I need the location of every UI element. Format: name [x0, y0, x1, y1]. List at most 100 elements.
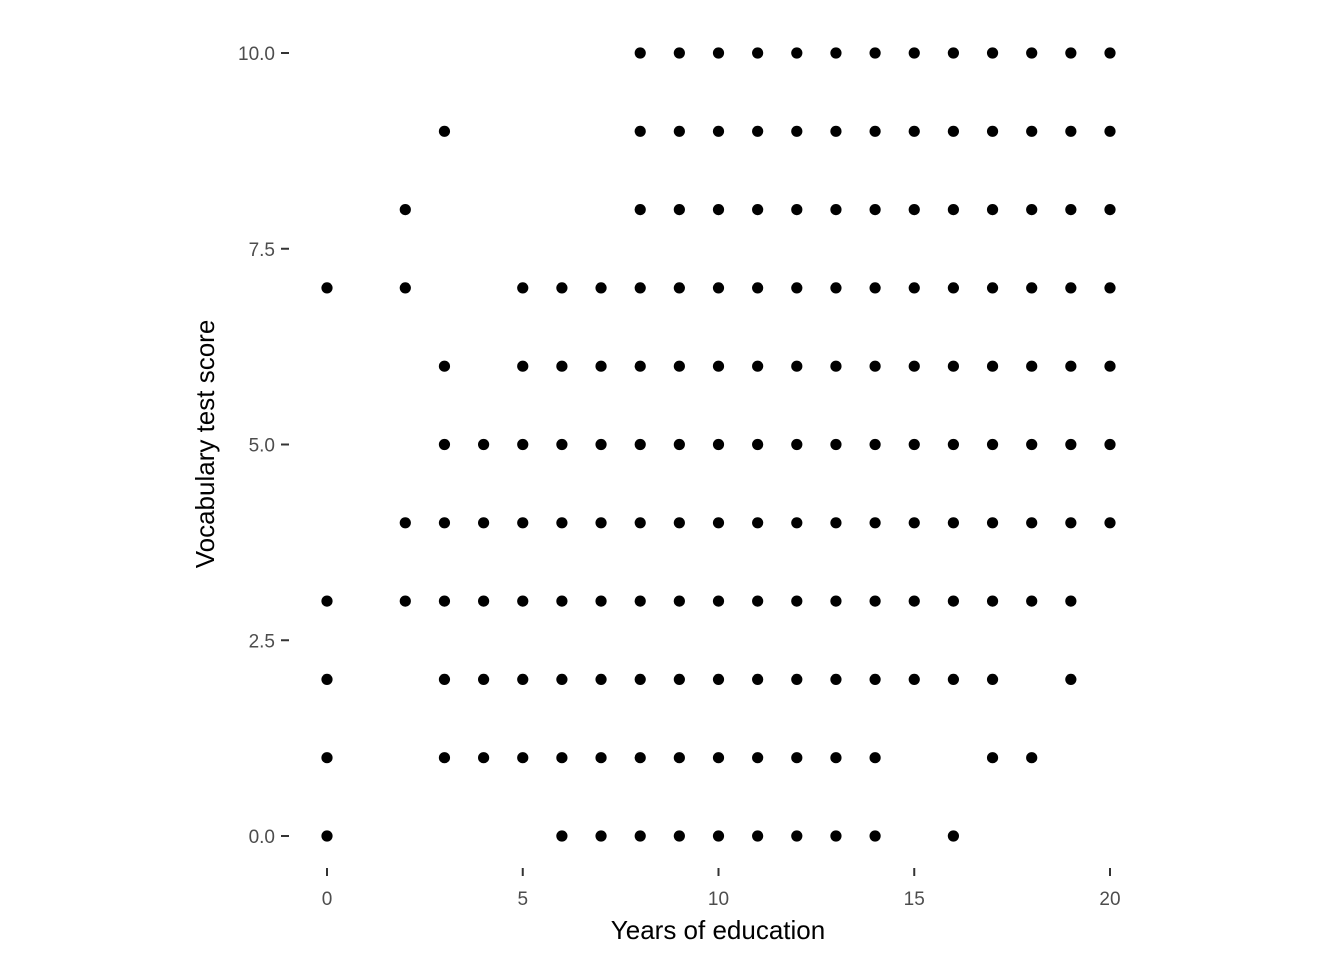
- data-point: [712, 47, 725, 59]
- data-point: [869, 47, 881, 59]
- y-axis-title: Vocabulary test score: [190, 320, 220, 569]
- data-point: [399, 204, 411, 216]
- data-point: [712, 125, 725, 137]
- data-point: [752, 438, 764, 451]
- data-point: [712, 360, 725, 372]
- data-point: [947, 673, 960, 686]
- data-point: [752, 282, 764, 294]
- data-point: [595, 595, 607, 607]
- data-point: [478, 673, 490, 686]
- data-point: [1065, 673, 1077, 686]
- data-point: [908, 204, 920, 216]
- data-point: [869, 830, 881, 842]
- data-point: [908, 47, 920, 59]
- data-point: [791, 438, 803, 451]
- data-point: [1104, 438, 1116, 451]
- data-point: [752, 125, 764, 137]
- data-point: [986, 438, 999, 451]
- data-point: [947, 47, 960, 59]
- data-point: [673, 673, 685, 686]
- data-point: [869, 125, 881, 137]
- data-point: [595, 673, 607, 686]
- data-point: [1065, 282, 1077, 294]
- data-point: [986, 360, 999, 372]
- data-point: [673, 517, 685, 529]
- x-tick-label: 20: [1099, 889, 1120, 910]
- data-point: [908, 517, 920, 529]
- data-point: [791, 47, 803, 59]
- data-point: [438, 360, 451, 372]
- data-point: [399, 282, 411, 294]
- data-point: [673, 360, 685, 372]
- data-point: [869, 204, 881, 216]
- data-point: [634, 438, 646, 451]
- x-axis: 0 5 10 15 20: [322, 868, 1121, 910]
- data-point: [947, 360, 960, 372]
- data-point: [1026, 47, 1038, 59]
- data-point: [1026, 282, 1038, 294]
- data-point: [517, 595, 529, 607]
- data-point: [673, 595, 685, 607]
- data-point: [947, 204, 960, 216]
- data-point: [830, 830, 842, 842]
- data-point: [986, 752, 999, 764]
- data-point: [1026, 125, 1038, 137]
- data-point: [595, 752, 607, 764]
- data-point: [830, 517, 842, 529]
- data-point: [478, 752, 490, 764]
- data-point: [1104, 47, 1116, 59]
- data-point: [752, 47, 764, 59]
- data-point: [791, 360, 803, 372]
- data-point: [1104, 125, 1116, 137]
- data-point: [947, 595, 960, 607]
- data-point: [634, 360, 646, 372]
- data-point: [908, 595, 920, 607]
- data-point: [556, 830, 568, 842]
- data-point: [438, 595, 451, 607]
- data-point: [830, 360, 842, 372]
- y-axis: 0.0 2.5 5.0 7.5 10.0: [238, 44, 289, 848]
- y-tick-label: 5.0: [249, 436, 275, 457]
- data-point: [673, 125, 685, 137]
- data-point: [321, 673, 333, 686]
- data-point: [438, 673, 451, 686]
- data-point: [634, 830, 646, 842]
- data-point: [908, 438, 920, 451]
- data-point: [712, 673, 725, 686]
- y-tick-label: 2.5: [249, 631, 275, 652]
- data-point: [321, 595, 333, 607]
- data-point: [634, 125, 646, 137]
- data-point: [1026, 595, 1038, 607]
- data-point: [438, 438, 451, 451]
- data-point: [673, 438, 685, 451]
- data-point: [830, 125, 842, 137]
- data-point: [595, 517, 607, 529]
- data-point: [712, 830, 725, 842]
- data-point: [752, 673, 764, 686]
- data-point: [438, 125, 451, 137]
- data-point: [634, 517, 646, 529]
- data-point: [517, 517, 529, 529]
- data-point: [673, 47, 685, 59]
- data-point: [1065, 47, 1077, 59]
- data-point: [438, 517, 451, 529]
- data-point: [712, 752, 725, 764]
- data-point: [321, 830, 333, 842]
- data-point: [634, 204, 646, 216]
- x-axis-title: Years of education: [611, 915, 825, 945]
- data-point: [908, 360, 920, 372]
- data-point: [869, 595, 881, 607]
- data-point: [595, 830, 607, 842]
- data-point: [869, 752, 881, 764]
- data-point: [1065, 360, 1077, 372]
- data-point: [830, 204, 842, 216]
- x-tick-label: 0: [322, 889, 333, 910]
- data-point: [752, 360, 764, 372]
- x-tick-label: 10: [708, 889, 729, 910]
- y-tick-label: 7.5: [249, 240, 275, 261]
- data-point: [1065, 204, 1077, 216]
- data-point: [869, 438, 881, 451]
- data-point: [752, 830, 764, 842]
- points-layer: [321, 47, 1116, 842]
- data-point: [830, 673, 842, 686]
